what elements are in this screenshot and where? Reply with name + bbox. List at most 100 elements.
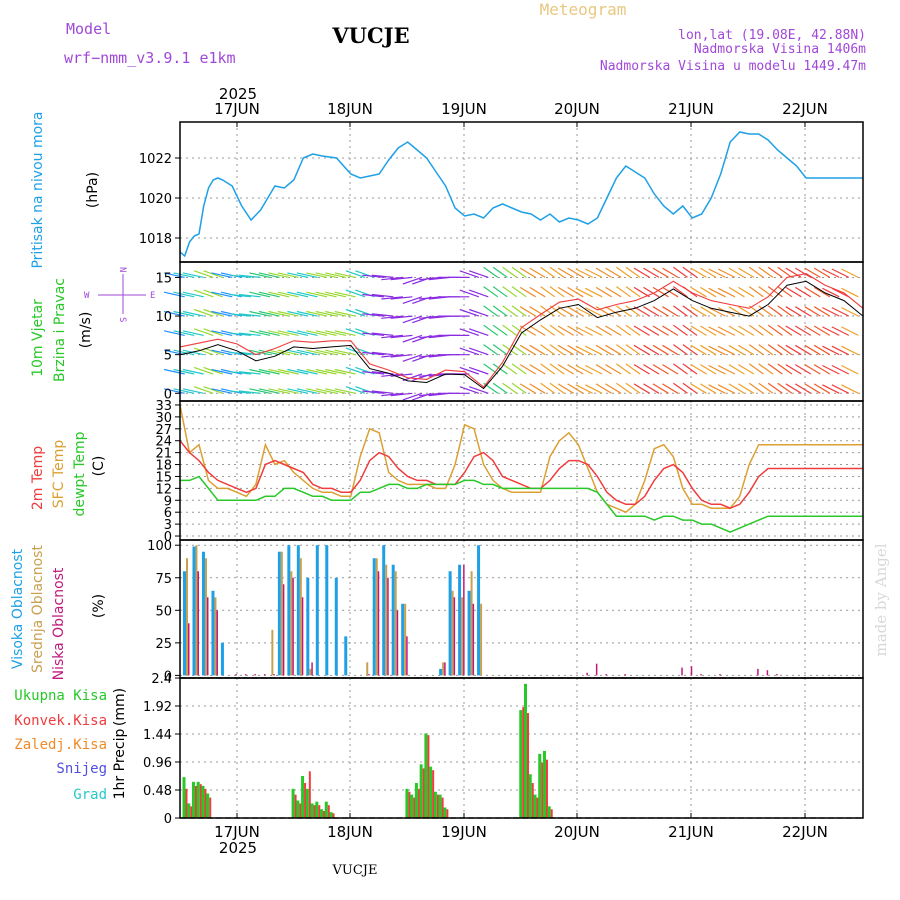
cloud-high-bar (448, 571, 452, 676)
precip-conv-bar (318, 805, 321, 818)
wind-barb (229, 390, 252, 394)
wind-barb (767, 382, 783, 394)
wind-barb (813, 267, 831, 278)
wind-barb (540, 324, 556, 336)
precip-conv-bar (408, 791, 411, 818)
precip-total-bar (443, 807, 447, 818)
precip-conv-bar (422, 768, 425, 818)
wind-ylabels: 10m Vjetar Brzina i Pravac (m/s) N W E S (30, 267, 155, 382)
wind-barb (605, 364, 622, 375)
cloud-mid-bar (404, 603, 407, 676)
wind-barb (822, 384, 840, 394)
wind-barb (700, 344, 717, 356)
wind-barb (652, 344, 669, 356)
wind-barb (511, 286, 527, 298)
wind-barb (673, 344, 688, 356)
wind-barb (182, 388, 204, 394)
wind-barb (163, 272, 185, 278)
wind-barb (469, 270, 489, 278)
wind-barb (831, 307, 850, 317)
wind-barb (831, 326, 850, 336)
wind-barb (841, 268, 859, 278)
precip-conv-bar (327, 805, 330, 818)
cloud-low-bar (700, 674, 702, 676)
wind-barb (459, 270, 479, 278)
cloud-low-bar (453, 597, 456, 676)
wind-barb (296, 330, 318, 336)
wind-barb (362, 313, 385, 317)
wind-barb (557, 383, 575, 394)
cloud-mid-bar (442, 662, 445, 676)
wind-barb (362, 332, 385, 336)
wind-barb (334, 368, 356, 375)
wind-barb (287, 272, 309, 278)
precip-tick-label: 1.92 (143, 700, 172, 715)
cloud-low-bar (263, 674, 266, 676)
wind-barb (595, 267, 612, 278)
precip-total-bar (414, 783, 418, 818)
compass-s: S (117, 317, 127, 322)
wind-barb (549, 286, 565, 298)
wind-barb (700, 364, 717, 375)
cloud-tick-label: 25 (155, 637, 172, 652)
wind-barb (794, 383, 812, 394)
wind-barb (483, 305, 499, 317)
wind-barb (371, 390, 394, 394)
x-tick-label-bottom: 17JUN (214, 823, 260, 841)
wind-barb (813, 344, 831, 356)
wind-barb (831, 287, 850, 298)
wind-barb (296, 310, 318, 317)
wind-barb (748, 305, 764, 317)
wind-barb (748, 266, 764, 278)
wind-barb (249, 291, 271, 298)
wind-barb (785, 306, 802, 317)
wind-barb (673, 286, 688, 298)
wind-barb (708, 345, 726, 356)
wind-barb (777, 286, 793, 298)
precip-tick-label: 1.44 (143, 728, 172, 743)
wind-barb (557, 364, 575, 375)
wind-barb (469, 328, 489, 336)
sfc-temp-line (179, 404, 863, 514)
wind-barb (717, 364, 736, 375)
wind-barb (390, 315, 413, 319)
wind-barb (822, 287, 840, 298)
legend-total-rain: Ukupna Kisa (14, 688, 107, 704)
precip-tick-label: 2.4 (151, 672, 172, 687)
wind-barb (652, 286, 669, 298)
wind-barb (708, 287, 726, 298)
wind-barb (540, 382, 556, 394)
wind-barb (315, 368, 337, 375)
wind-barb (777, 266, 793, 278)
wind-barb (381, 276, 403, 281)
wind-barb (492, 324, 508, 336)
wind-barb (794, 286, 812, 298)
wind-ylabel-2: Brzina i Pravac (52, 278, 68, 382)
cloud-high-bar (306, 577, 310, 676)
wind-barb (652, 325, 669, 336)
wind-barb (182, 330, 204, 336)
wind-barb (296, 368, 318, 375)
precip-total-bar (438, 794, 442, 818)
wind-barb (717, 326, 736, 336)
wind-barb (777, 382, 793, 394)
legend-frozen-rain: Zaledj.Kisa (14, 737, 107, 753)
cloud-low-bar (681, 667, 683, 676)
wind-barb (345, 308, 366, 317)
pressure-unit: (hPa) (85, 172, 101, 208)
wind-barb (258, 291, 280, 298)
pressure-tick-label: 1022 (139, 152, 172, 167)
wind-barb (549, 382, 565, 394)
wind-barb (717, 287, 736, 298)
wind-barb (804, 267, 821, 278)
wind-barb (700, 267, 717, 278)
wind-barb (785, 286, 802, 298)
precip-total-bar (206, 793, 210, 818)
wind-barb (633, 267, 650, 278)
wind-barb (662, 383, 679, 394)
precip-total-bar (433, 791, 437, 818)
x-tick-label-top: 21JUN (668, 100, 714, 118)
wind-barb (575, 287, 593, 298)
precip-conv-bar (531, 783, 534, 818)
wind-barb (229, 332, 252, 336)
